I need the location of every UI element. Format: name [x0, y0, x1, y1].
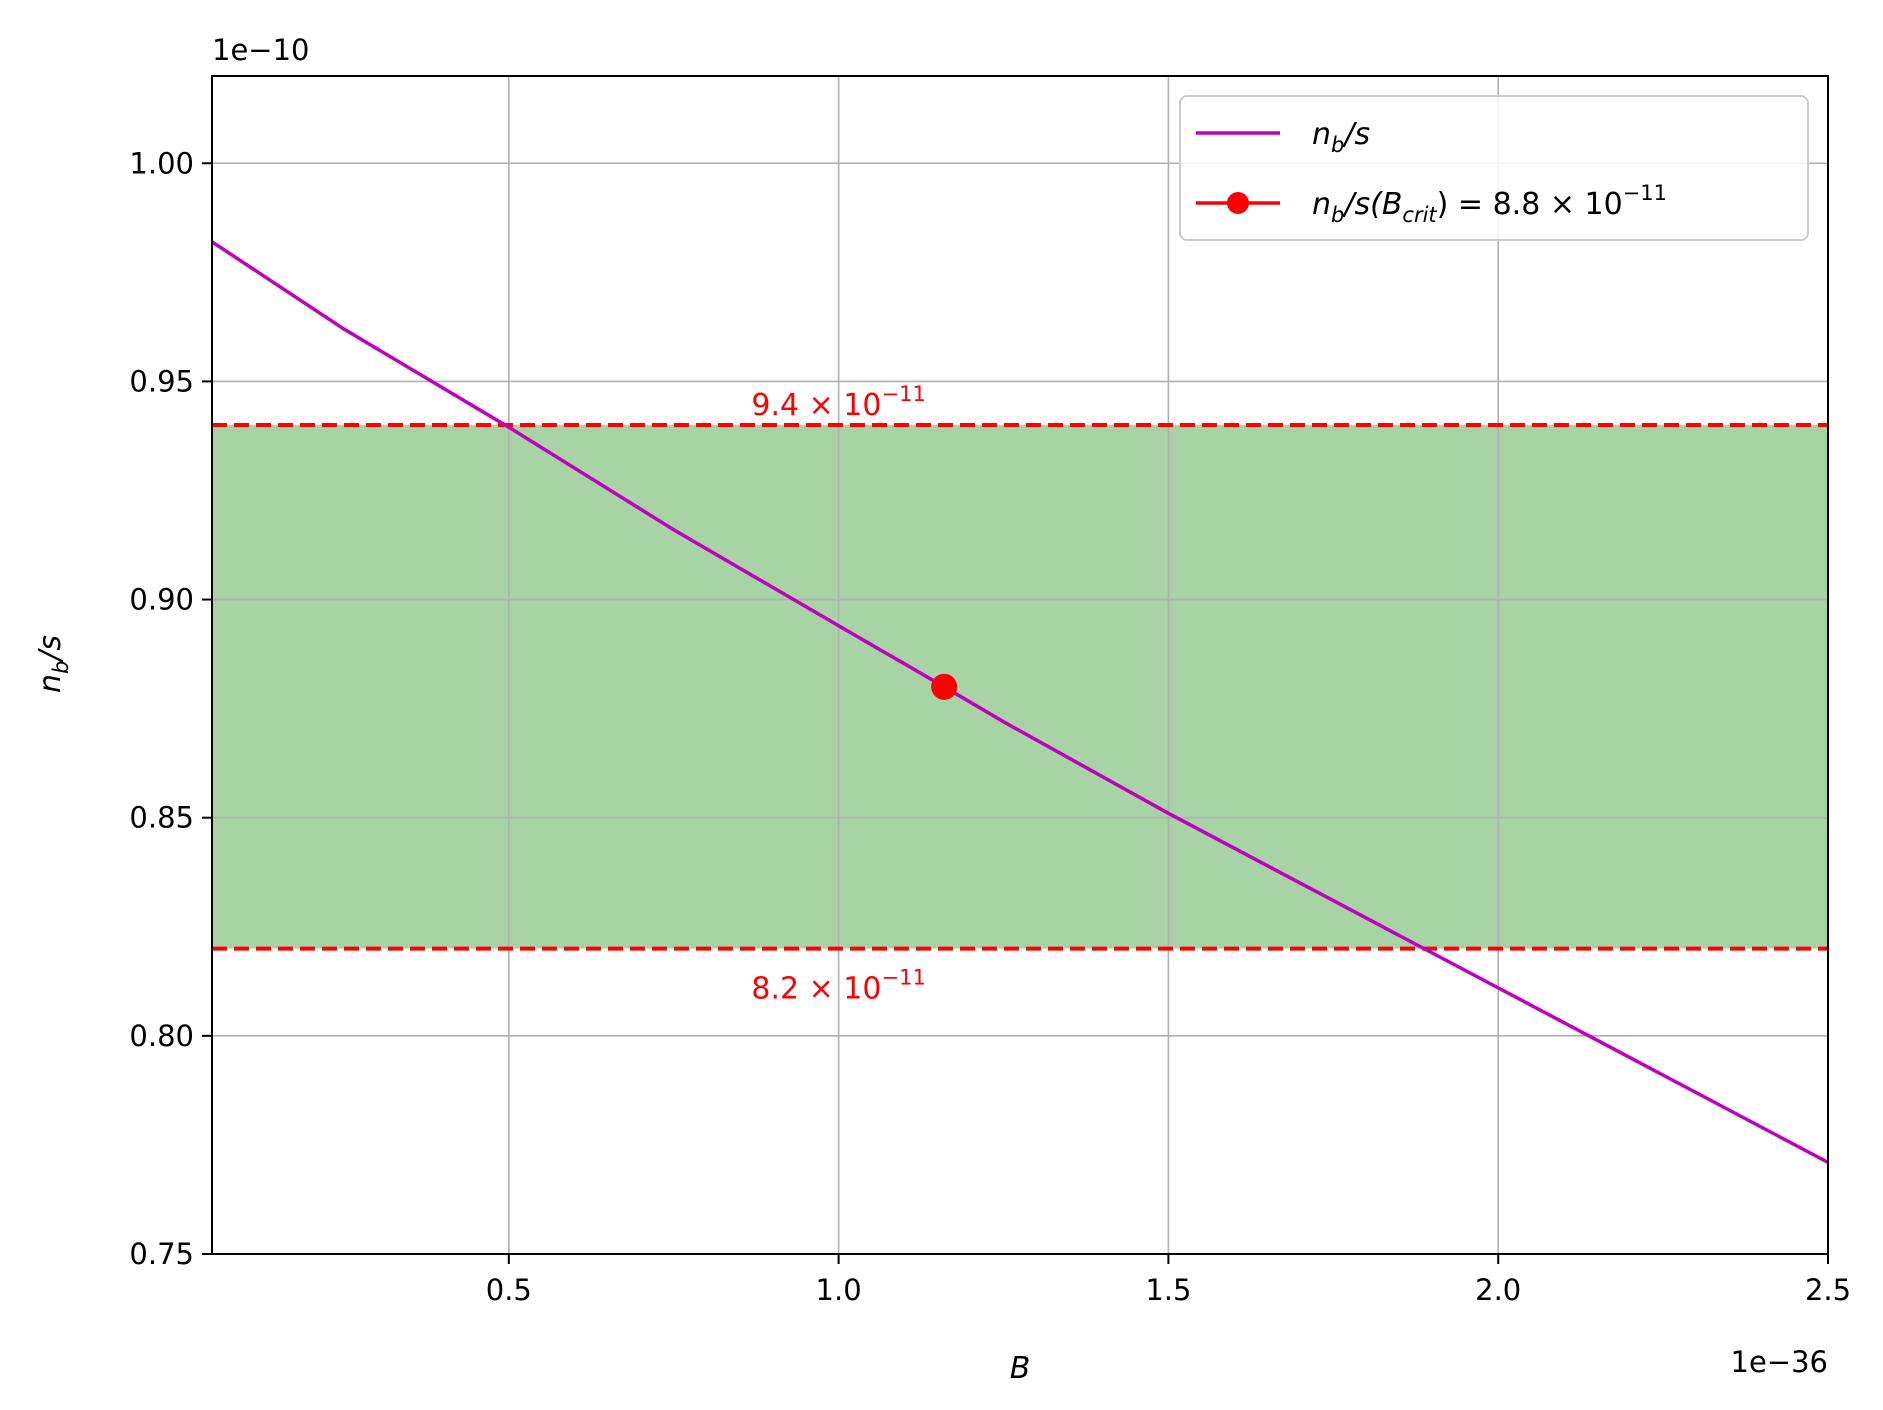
y-offset-text: 1e−10: [212, 33, 310, 67]
x-tick-label: 2.0: [1475, 1273, 1521, 1307]
y-tick-label: 0.80: [129, 1019, 194, 1053]
x-ticks: 0.5 1.0 1.5 2.0 2.5: [486, 1254, 1851, 1307]
y-tick-label: 0.95: [129, 364, 194, 398]
legend-point-marker: [1227, 192, 1249, 214]
legend-point-label-s: /s(: [1341, 187, 1383, 222]
x-tick-label: 0.5: [486, 1273, 532, 1307]
band-lower-label-exp: −11: [881, 966, 925, 990]
legend-point-label-sub: b: [1331, 203, 1344, 227]
legend-point-label: nb/s(Bcrit) = 8.8 × 10−11: [1312, 181, 1667, 227]
band-fill: [212, 425, 1828, 949]
legend-line-label-rest: /s: [1341, 117, 1370, 152]
y-tick-label: 0.85: [129, 801, 194, 835]
y-ticks: 0.75 0.80 0.85 0.90 0.95 1.00: [129, 146, 212, 1271]
y-axis-label: nb/s: [33, 635, 73, 693]
band-lower-label-base: 8.2 × 10: [751, 972, 881, 1007]
band-lower-label: 8.2 × 10−11: [751, 966, 925, 1007]
legend-line-label-sub: b: [1331, 133, 1344, 157]
legend: nb/s nb/s(Bcrit) = 8.8 × 10−11: [1179, 95, 1809, 241]
y-tick-label: 1.00: [129, 146, 194, 180]
band-upper-label-exp: −11: [881, 382, 925, 406]
x-tick-label: 2.5: [1805, 1273, 1851, 1307]
x-offset-text: 1e−36: [1731, 1345, 1829, 1379]
y-tick-label: 0.75: [129, 1237, 194, 1271]
critical-point-marker: [931, 673, 958, 700]
x-tick-label: 1.0: [816, 1273, 862, 1307]
band-upper-label-base: 9.4 × 10: [751, 388, 881, 423]
x-axis-label: B: [1010, 1351, 1031, 1386]
y-axis-label-rest: /s: [33, 635, 68, 664]
legend-box: [1179, 95, 1809, 241]
legend-point-label-crit: crit: [1402, 203, 1437, 227]
legend-point-label-eq: ) = 8.8 × 10: [1437, 187, 1623, 222]
legend-point-label-B: B: [1382, 187, 1403, 222]
y-axis-label-n: n: [33, 674, 68, 693]
axes-frame: [211, 75, 1829, 1255]
legend-line-label: nb/s: [1312, 117, 1370, 157]
x-tick-label: 1.5: [1145, 1273, 1191, 1307]
legend-point-label-n: n: [1312, 187, 1331, 222]
legend-point-label-exp: −11: [1623, 181, 1667, 205]
band-upper-label: 9.4 × 10−11: [751, 382, 925, 423]
y-tick-label: 0.90: [129, 583, 194, 617]
legend-line-label-n: n: [1312, 117, 1331, 152]
y-axis-label-sub: b: [49, 661, 73, 674]
series-line-nb-s: [211, 240, 1829, 1164]
